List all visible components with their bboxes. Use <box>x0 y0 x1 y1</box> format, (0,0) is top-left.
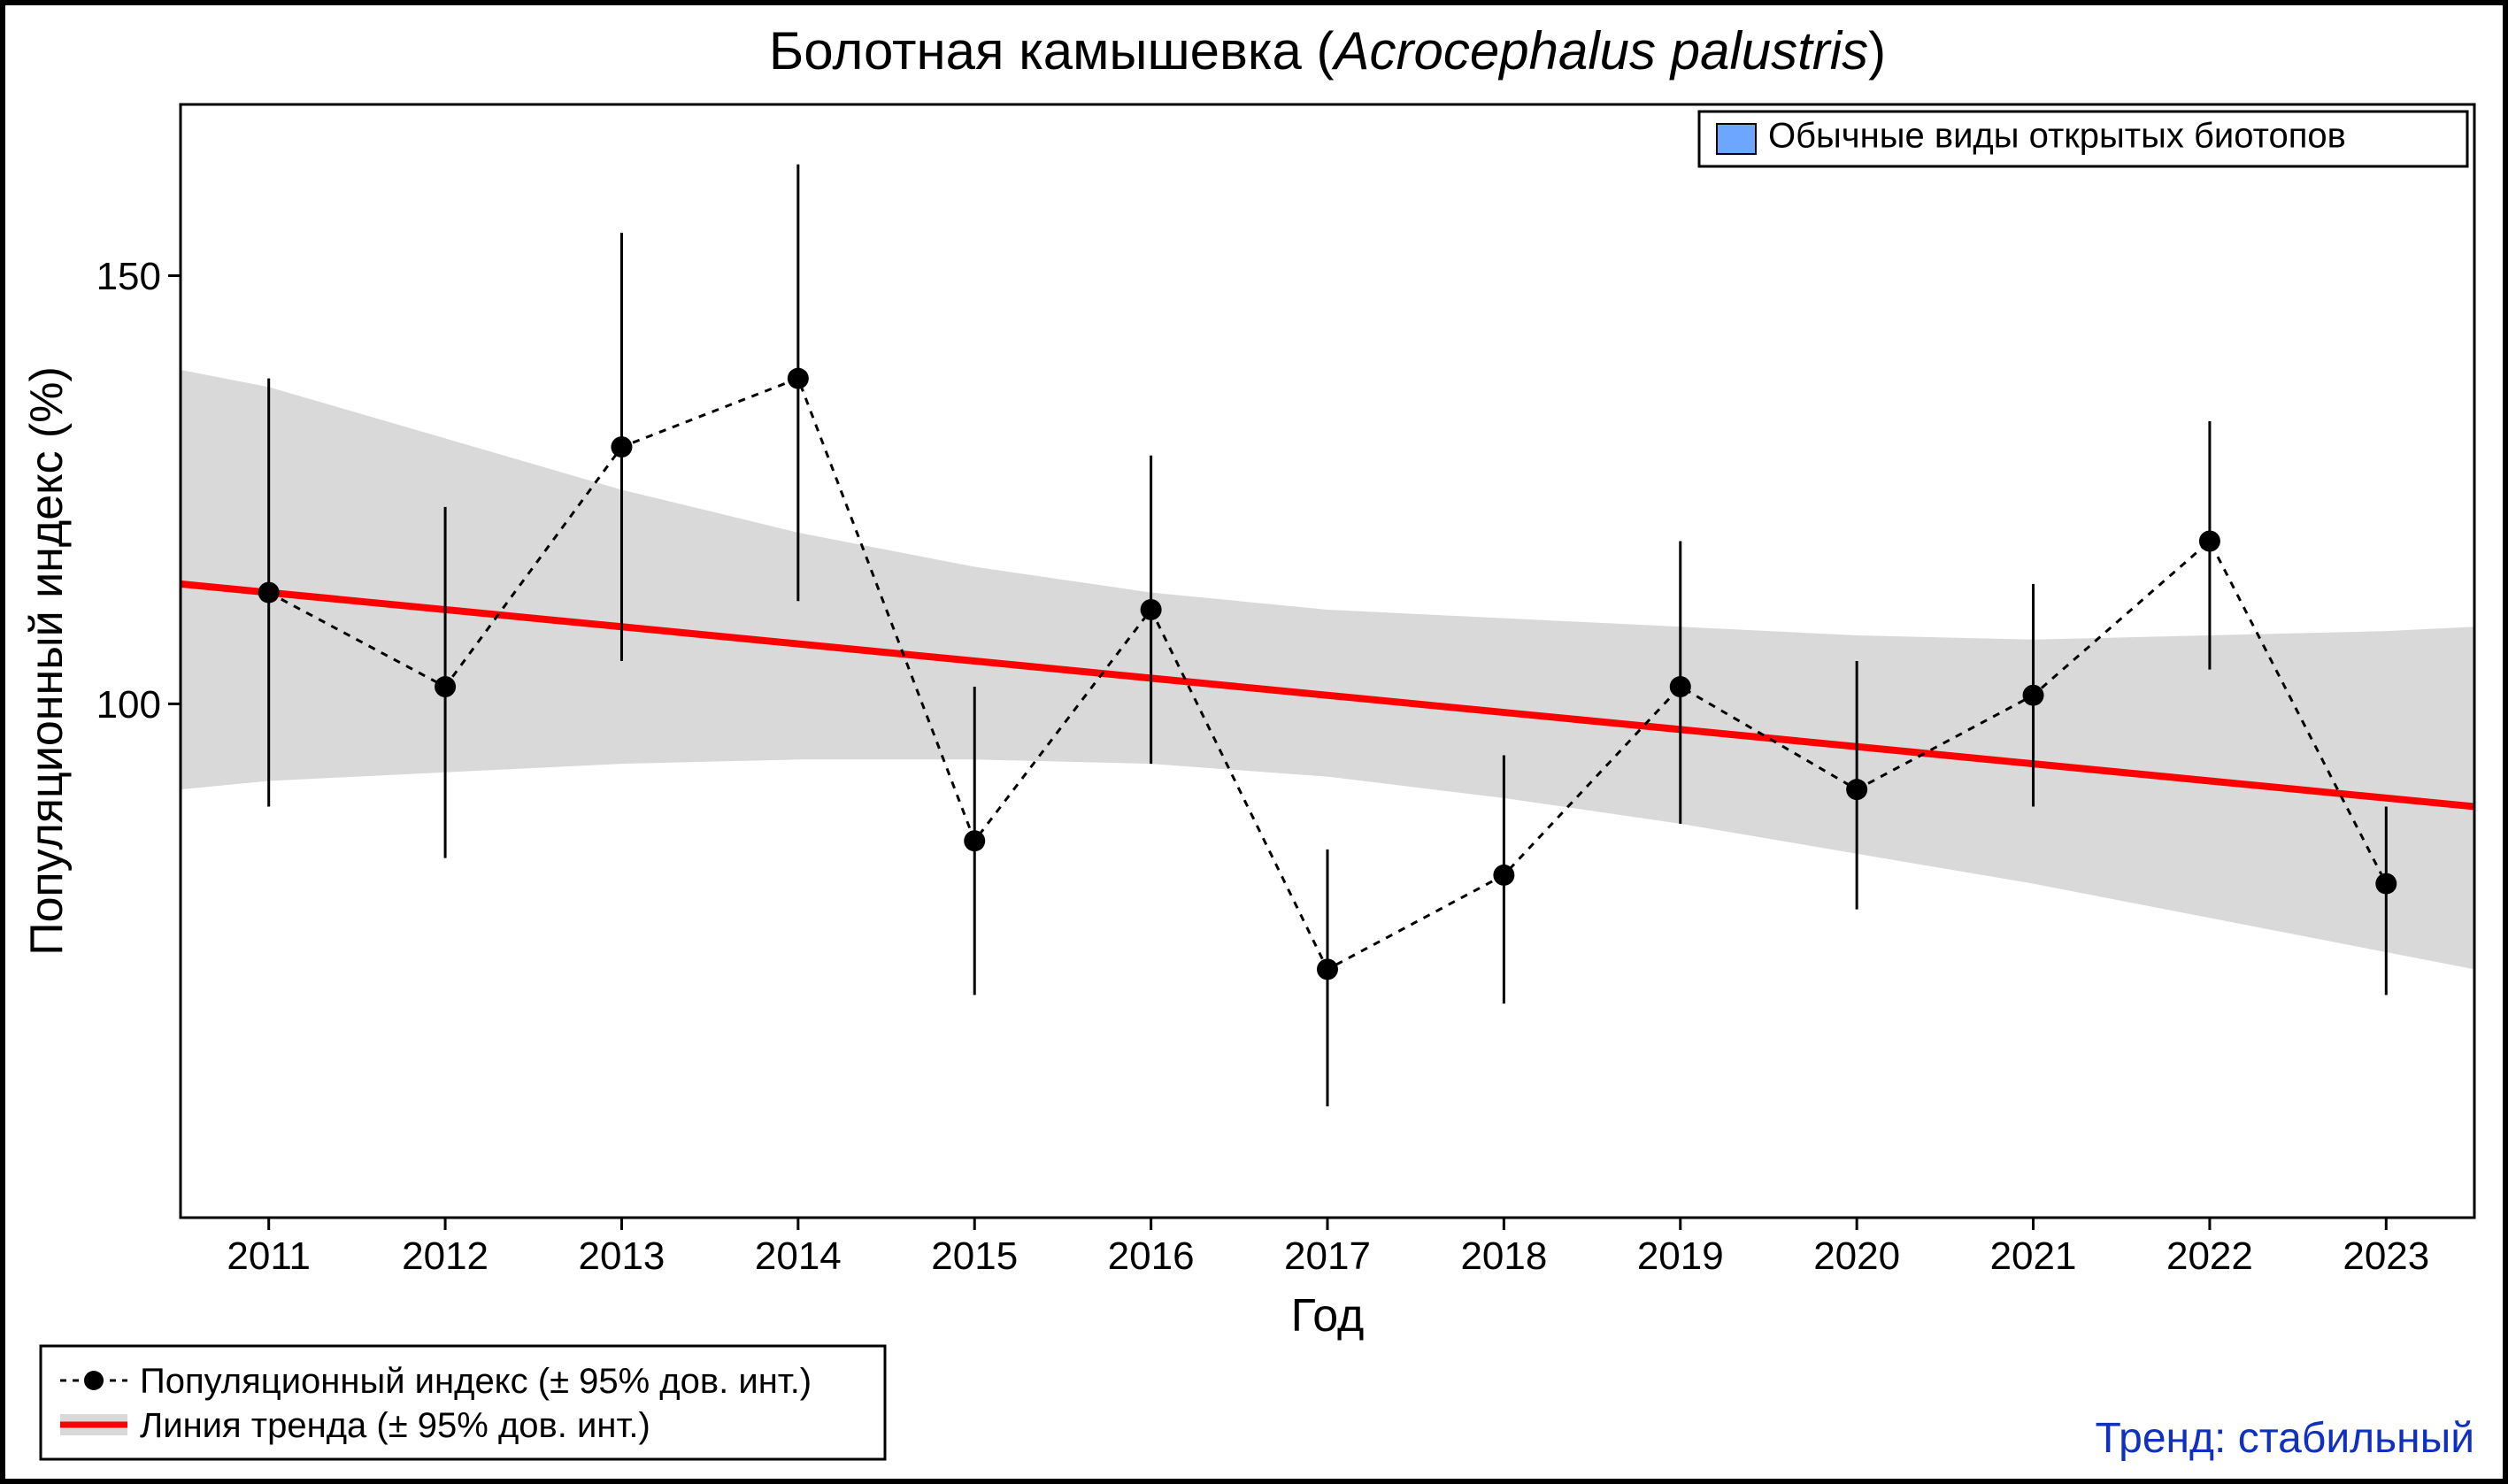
chart-svg: 2011 2012 2013 2014 2015 2016 2017 2018 2019 2020… <box>5 5 2503 1479</box>
chart-container: 2011 2012 2013 2014 2015 2016 2017 2018 2019 2020… <box>0 0 2508 1484</box>
data-point <box>1317 958 1338 980</box>
x-tick-label: 2015 <box>931 1234 1018 1278</box>
legend-icon-marker <box>84 1371 104 1390</box>
trend-annotation: Тренд: стабильный <box>2096 1415 2474 1462</box>
x-tick-label: 2018 <box>1460 1234 1547 1278</box>
legend-bottom-label-1: Популяционный индекс (± 95% дов. инт.) <box>140 1362 812 1401</box>
legend-swatch <box>1717 124 1756 154</box>
data-point <box>1670 676 1691 697</box>
x-tick-label: 2019 <box>1637 1234 1724 1278</box>
data-point <box>1493 865 1514 886</box>
data-point <box>258 582 280 604</box>
legend-bottom-label-2: Линия тренда (± 95% дов. инт.) <box>140 1406 650 1445</box>
data-point <box>964 830 985 851</box>
x-tick-label: 2014 <box>755 1234 842 1278</box>
data-point <box>2199 531 2220 552</box>
x-tick-label: 2016 <box>1108 1234 1195 1278</box>
data-point <box>1846 779 1867 800</box>
x-tick-label: 2020 <box>1813 1234 1900 1278</box>
y-axis-label: Популяционный индекс (%) <box>21 366 73 956</box>
data-point <box>1141 599 1162 620</box>
x-tick-label: 2022 <box>2166 1234 2253 1278</box>
data-point <box>2375 873 2396 895</box>
x-tick-label: 2012 <box>402 1234 489 1278</box>
x-tick-label: 2013 <box>579 1234 665 1278</box>
y-tick-label: 150 <box>96 255 161 298</box>
data-point <box>2023 685 2044 706</box>
x-tick-label: 2021 <box>1990 1234 2077 1278</box>
x-tick-label: 2011 <box>227 1234 311 1278</box>
y-tick-label: 100 <box>96 683 161 727</box>
x-tick-label: 2017 <box>1284 1234 1371 1278</box>
x-axis-label: Год <box>1291 1290 1365 1342</box>
data-point <box>788 368 809 389</box>
data-point <box>435 676 456 697</box>
chart-title: Болотная камышевка (Acrocephalus palustr… <box>769 21 1886 81</box>
data-point <box>611 436 632 458</box>
legend-top-label: Обычные виды открытых биотопов <box>1768 117 2346 156</box>
x-tick-label: 2023 <box>2343 1234 2429 1278</box>
